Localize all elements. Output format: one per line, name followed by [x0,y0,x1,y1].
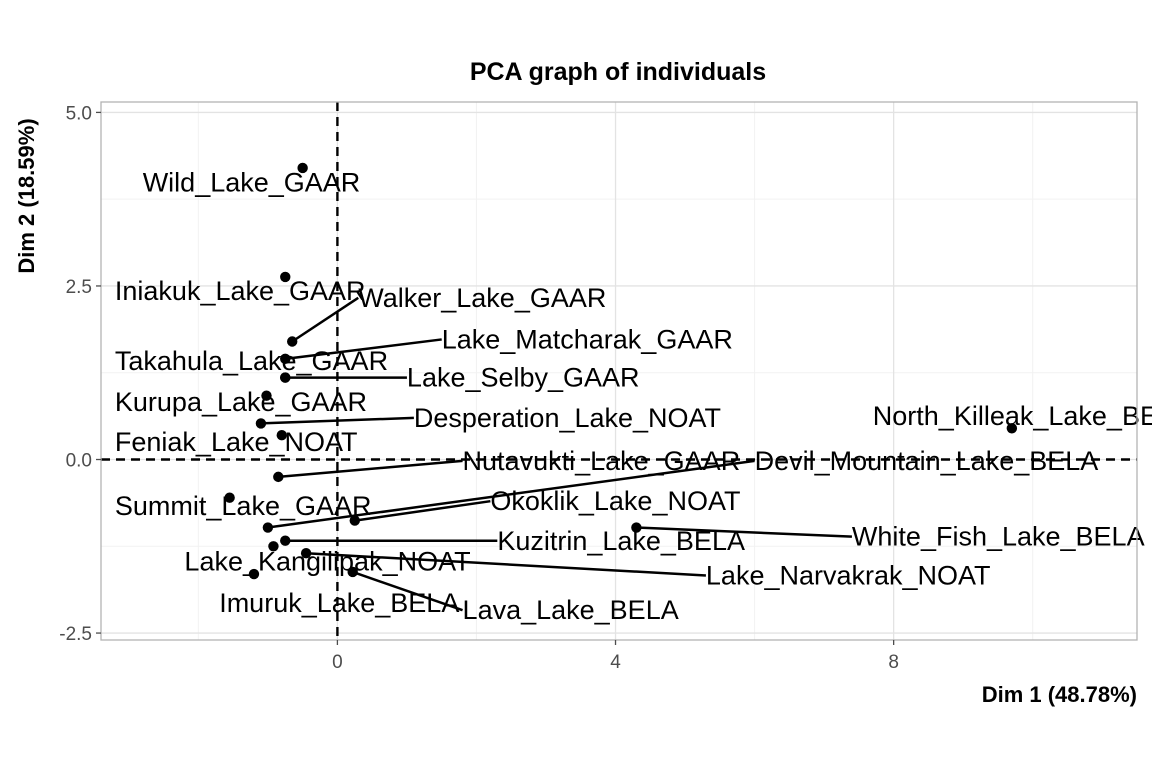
leader-line [260,416,414,425]
leader-line [291,296,359,343]
leader-line [285,338,442,361]
data-point [276,430,287,441]
data-point [262,522,274,533]
data-point [349,515,360,526]
leader-line [636,526,852,538]
y-tick-label: 2.5 [66,277,92,298]
x-tick-label: 8 [888,652,899,673]
data-point [280,535,291,546]
y-tick-label: -2.5 [59,624,92,645]
point-label: Feniak_Lake_NOAT [115,427,358,457]
point-label: Nutavukti_Lake_GAAR [463,446,741,476]
data-point [268,541,279,552]
leader-line [352,570,463,612]
point-label: Summit_Lake_GAAR [115,491,372,521]
x-axis-title: Dim 1 (48.78%) [982,682,1137,707]
x-tick-label: 4 [610,652,621,673]
data-point [255,418,267,429]
x-tick-label: 0 [332,652,343,673]
leader-line [306,551,706,577]
point-label: Okoklik_Lake_NOAT [490,486,740,516]
x-axis: 0 4 8 [332,640,899,673]
point-label: Iniakuk_Lake_GAAR [115,276,366,306]
data-point [224,492,235,503]
point-label: Kurupa_Lake_GAAR [115,387,367,417]
point-labels: Wild_Lake_GAAR Iniakuk_Lake_GAARWalker_La… [115,168,1152,626]
point-label: North_Killeak_Lake_BELA [873,401,1152,431]
leader-line [267,459,755,529]
data-point [248,568,260,580]
point-label: Lake_Matcharak_GAAR [442,324,733,354]
data-point [300,548,312,559]
leader-line [278,459,463,479]
data-point [280,372,291,383]
data-point [280,271,291,283]
point-label: Devil_Mountain_Lake_BELA [755,446,1099,476]
y-axis-title: Dim 2 (18.59%) [14,118,39,273]
point-label: Desperation_Lake_NOAT [414,403,721,433]
point-label: Lake_Narvakrak_NOAT [706,560,991,590]
data-point [280,353,291,365]
data-point [347,566,358,578]
y-tick-label: 0.0 [66,451,92,472]
data-point [287,336,298,347]
chart-title: PCA graph of individuals [470,58,766,86]
reference-lines [101,102,1137,640]
leader-lines [260,296,852,612]
point-label: Imuruk_Lake_BELA [219,588,459,618]
point-label: Lake_Kangilipak_NOAT [184,547,470,577]
y-axis: -2.5 0.0 2.5 5.0 [59,103,101,645]
point-label: Lava_Lake_BELA [463,595,679,625]
data-point [631,522,642,533]
point-label: Lake_Selby_GAAR [407,363,640,393]
data-points [224,162,1018,580]
leader-line [354,499,491,522]
data-point [261,390,272,401]
point-label: Wild_Lake_GAAR [143,168,361,198]
point-label: Takahula_Lake_GAAR [115,346,388,376]
point-label: Kuzitrin_Lake_BELA [497,526,745,556]
data-point [297,162,308,174]
panel-border [100,101,1138,641]
point-label: White_Fish_Lake_BELA [852,522,1145,552]
data-point [1006,423,1018,434]
data-point [273,471,284,483]
point-label: Walker_Lake_GAAR [358,283,606,313]
y-tick-label: 5.0 [66,103,92,124]
